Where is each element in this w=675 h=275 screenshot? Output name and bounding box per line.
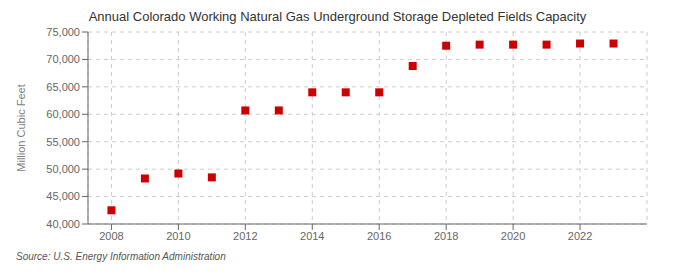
svg-text:2012: 2012 (233, 230, 257, 242)
svg-text:2008: 2008 (99, 230, 123, 242)
svg-text:2022: 2022 (568, 230, 592, 242)
svg-text:50,000: 50,000 (46, 163, 80, 175)
svg-text:2014: 2014 (300, 230, 324, 242)
svg-text:40,000: 40,000 (46, 218, 80, 230)
svg-text:55,000: 55,000 (46, 136, 80, 148)
svg-text:2018: 2018 (434, 230, 458, 242)
svg-text:2020: 2020 (501, 230, 525, 242)
svg-text:45,000: 45,000 (46, 190, 80, 202)
svg-text:2016: 2016 (367, 230, 391, 242)
svg-text:2010: 2010 (166, 230, 190, 242)
html-text:Annual Colorado Working Natura: Annual Colorado Working Natural Gas Unde… (88, 9, 587, 24)
svg-text:65,000: 65,000 (46, 81, 80, 93)
html-text:Source: U.S. Energy Informatio: Source: U.S. Energy Information Administ… (16, 251, 226, 262)
svg-text:60,000: 60,000 (46, 108, 80, 120)
svg-text:75,000: 75,000 (46, 26, 80, 38)
svg-text:70,000: 70,000 (46, 53, 80, 65)
svg-text:Million Cubic Feet: Million Cubic Feet (15, 84, 27, 171)
